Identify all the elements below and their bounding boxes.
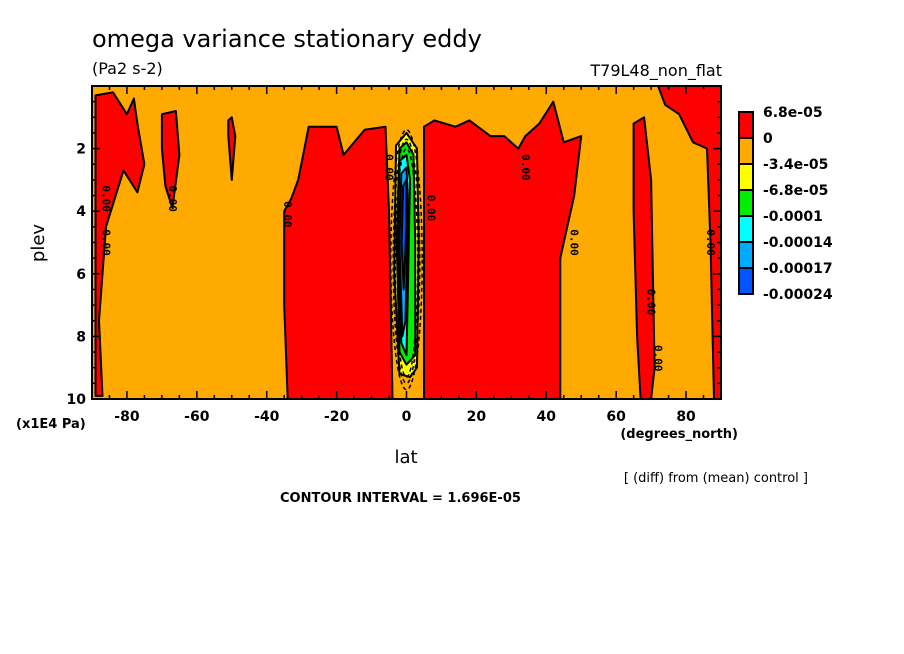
- negative-contour-line: [392, 138, 421, 385]
- contour-region-sh-lat-50-streak: [227, 116, 237, 181]
- x-tick-label: 0: [402, 409, 412, 425]
- y-tick-label: 2: [76, 142, 86, 158]
- y-tick-label: 10: [67, 392, 87, 408]
- colorbar-swatch: [738, 111, 754, 139]
- x-tick-label: 40: [537, 409, 557, 425]
- y-axis-units: (x1E4 Pa): [16, 417, 86, 432]
- colorbar-swatch: [738, 215, 754, 243]
- colorbar-swatch: [738, 137, 754, 165]
- colorbar-label: -0.00014: [763, 235, 833, 251]
- contour-region-nh-subtropics-positive: [423, 100, 583, 400]
- colorbar-label: 0: [763, 131, 773, 147]
- colorbar-swatch: [738, 241, 754, 269]
- x-axis-units: (degrees_north): [620, 427, 738, 442]
- contour-region-equatorial-blue: [400, 178, 408, 291]
- x-axis: -80 -60 -40 -20 0 20 40 60 80: [91, 86, 722, 425]
- contour-zero-label: 0.00: [281, 201, 294, 228]
- colorbar-label: -0.00024: [763, 287, 833, 303]
- contour-region-sh-lat-68-positive: [160, 110, 181, 210]
- colorbar-label: -0.0001: [763, 209, 823, 225]
- plot-area: 0.00 0.00 0.00 0.00 0.00 0.00 0.00 0.00 0.00 0.00…: [91, 85, 722, 400]
- y-tick-label: 4: [76, 204, 86, 220]
- colorbar-legend: 6.8e-05 0 -3.4e-05 -6.8e-05 -0.0001 -0.00014 -…: [738, 105, 833, 303]
- y-axis: 2 4 6 8 10: [67, 100, 721, 408]
- x-tick-label: 80: [676, 409, 696, 425]
- y-axis-label: plev: [28, 224, 49, 263]
- y-tick-label: 6: [76, 267, 86, 283]
- contour-region-sh-high-lat-positive: [94, 91, 146, 397]
- contour-interval: CONTOUR INTERVAL = 1.696E-05: [280, 491, 521, 506]
- x-tick-label: 60: [606, 409, 626, 425]
- x-tick-label: -80: [114, 409, 140, 425]
- colorbar-label: 6.8e-05: [763, 105, 823, 121]
- contour-region-sh-subtropics-positive: [283, 125, 394, 400]
- x-tick-label: -40: [254, 409, 280, 425]
- x-tick-label: 20: [467, 409, 487, 425]
- contour-zero-label: 0.00: [424, 195, 437, 222]
- contour-zero-label: 0.00: [166, 185, 179, 212]
- chart-title: omega variance stationary eddy: [92, 25, 482, 53]
- y-tick-label: 8: [76, 329, 86, 345]
- contour-zero-label: 0.00: [519, 154, 532, 181]
- colorbar-swatch: [738, 189, 754, 217]
- run-label: T79L48_non_flat: [589, 61, 722, 81]
- x-tick-label: -20: [324, 409, 350, 425]
- contour-zero-label: 0.00: [568, 229, 581, 256]
- colorbar-label: -6.8e-05: [763, 183, 828, 199]
- contour-zero-label: 0.00: [99, 185, 112, 212]
- contour-zero-label: 0.00: [99, 229, 112, 256]
- colorbar-swatch: [738, 163, 754, 191]
- chart-units: (Pa2 s-2): [92, 59, 163, 78]
- negative-contour-line: [394, 147, 419, 378]
- colorbar-swatch: [738, 267, 754, 295]
- x-tick-label: -60: [184, 409, 210, 425]
- x-axis-label: lat: [394, 447, 417, 468]
- colorbar-label: -3.4e-05: [763, 157, 828, 173]
- negative-contour-line: [390, 129, 423, 391]
- contour-zero-label: 0.00: [704, 229, 717, 256]
- contour-zero-label: 0.00: [383, 154, 396, 181]
- contour-zero-label: 0.00: [645, 289, 658, 316]
- comparison-note: [ (diff) from (mean) control ]: [624, 471, 808, 486]
- colorbar-label: -0.00017: [763, 261, 833, 277]
- contour-zero-label: 0.00: [652, 345, 665, 372]
